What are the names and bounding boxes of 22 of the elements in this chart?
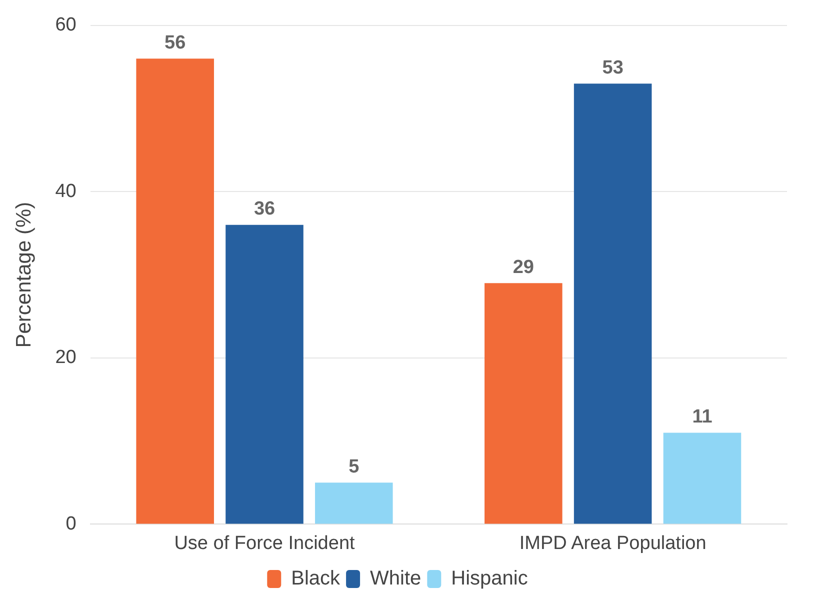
y-tick-label: 20 — [55, 347, 76, 368]
data-label: 29 — [512, 256, 534, 278]
legend-label: Black — [291, 568, 342, 590]
bar — [663, 432, 742, 524]
bar — [136, 58, 214, 524]
x-tick-label: IMPD Area Population — [519, 532, 706, 554]
data-label: 5 — [348, 456, 360, 478]
y-axis-title: Percentage (%) — [12, 202, 36, 348]
data-label: 36 — [254, 198, 276, 220]
y-tick-label: 0 — [66, 513, 76, 534]
x-tick-label: Use of Force Incident — [174, 532, 356, 554]
legend-label: Hispanic — [451, 568, 528, 590]
bar — [226, 224, 304, 524]
bar — [574, 84, 652, 524]
y-tick-label: 60 — [55, 14, 76, 36]
data-label: 56 — [164, 32, 186, 54]
bar — [315, 482, 393, 524]
legend-label: White — [370, 568, 422, 590]
bar — [484, 283, 562, 524]
y-tick-label: 40 — [55, 180, 76, 202]
data-label: 53 — [602, 57, 624, 78]
data-label: 11 — [692, 406, 713, 428]
